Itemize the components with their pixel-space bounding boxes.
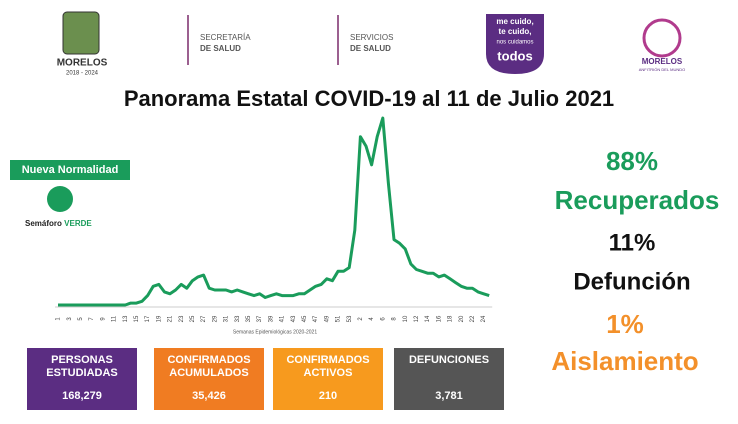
x-tick-label: 53 <box>347 315 353 322</box>
x-tick-label: 5 <box>78 317 84 321</box>
stat-percent: 1% <box>606 309 644 339</box>
summary-box-value: 168,279 <box>62 390 102 402</box>
campaign-text: nos cuidamos <box>496 40 533 46</box>
summary-box-title: DEFUNCIONES <box>409 354 489 366</box>
secretaria: SECRETARÍA <box>200 33 251 42</box>
summary-box <box>273 348 383 410</box>
state-name: MORELOS <box>57 58 108 69</box>
summary-boxes: PERSONASESTUDIADAS168,279CONFIRMADOSACUM… <box>27 348 504 410</box>
x-tick-label: 3 <box>67 317 73 321</box>
campaign-text: todos <box>497 48 532 63</box>
summary-box <box>154 348 264 410</box>
anfitrion-name: MORELOS <box>642 57 683 66</box>
x-tick-label: 11 <box>112 315 118 322</box>
x-tick-label: 41 <box>280 315 286 322</box>
summary-box <box>27 348 137 410</box>
x-tick-label: 4 <box>369 317 375 321</box>
x-tick-label: 14 <box>425 315 431 322</box>
x-tick-label: 51 <box>336 315 342 322</box>
stat-percent: 11% <box>609 229 656 256</box>
x-tick-label: 7 <box>89 317 95 321</box>
chart-title: Panorama Estatal COVID-19 al 11 de Julio… <box>124 86 614 111</box>
anfitrion-logo <box>642 18 682 58</box>
summary-box-title: ACTIVOS <box>304 367 353 379</box>
stat-percent: 88% <box>606 146 658 176</box>
semaforo-label: Semáforo <box>25 219 62 228</box>
x-tick-label: 16 <box>436 315 442 322</box>
x-tick-label: 1 <box>56 317 62 321</box>
summary-box-title: PERSONAS <box>51 354 113 366</box>
x-tick-label: 35 <box>246 315 252 322</box>
state-seal <box>62 11 100 55</box>
anfitrion-tagline: ANFITRIÓN DEL MUNDO <box>639 67 686 72</box>
campaign-text: te cuido, <box>499 27 532 36</box>
x-tick-label: 49 <box>324 315 330 322</box>
status-badge-text: Nueva Normalidad <box>22 164 119 176</box>
x-tick-label: 2 <box>358 317 364 321</box>
x-tick-label: 18 <box>448 315 454 322</box>
secretaria: DE SALUD <box>200 44 241 53</box>
servicios: DE SALUD <box>350 44 391 53</box>
x-tick-label: 31 <box>224 315 230 322</box>
summary-box-title: CONFIRMADOS <box>286 354 369 366</box>
stat-label: Aislamiento <box>551 346 698 376</box>
semaforo-light <box>47 186 73 212</box>
x-tick-label: 45 <box>302 315 308 322</box>
x-tick-label: 6 <box>380 317 386 321</box>
x-tick-label: 47 <box>313 315 319 322</box>
x-tick-label: 17 <box>145 315 151 322</box>
summary-box-title: ESTUDIADAS <box>46 367 118 379</box>
x-tick-label: 39 <box>268 315 274 322</box>
x-tick-label: 19 <box>156 315 162 322</box>
x-tick-label: 12 <box>414 315 420 322</box>
x-tick-label: 24 <box>481 315 487 322</box>
x-tick-label: 10 <box>403 315 409 322</box>
x-tick-label: 23 <box>179 315 185 322</box>
summary-box-title: ACUMULADOS <box>169 367 248 379</box>
line <box>58 116 490 307</box>
x-tick-label: 25 <box>190 315 196 322</box>
summary-box-value: 210 <box>319 390 337 402</box>
status-badge <box>10 160 130 180</box>
x-tick-label: 15 <box>134 315 140 322</box>
summary-box-title: CONFIRMADOS <box>167 354 250 366</box>
summary-box-value: 3,781 <box>435 390 463 402</box>
x-tick-label: 21 <box>168 315 174 322</box>
campaign-text: me cuido, <box>496 17 533 26</box>
x-tick-label: 8 <box>392 317 398 321</box>
campaign-logo <box>486 14 544 74</box>
state-years: 2018 - 2024 <box>66 71 99 77</box>
x-tick-label: 22 <box>470 315 476 322</box>
summary-box-value: 35,426 <box>192 390 226 402</box>
x-tick-label: 20 <box>459 315 465 322</box>
x-tick-label: 29 <box>212 315 218 322</box>
x-tick-label: 33 <box>235 315 241 322</box>
x-tick-label: 43 <box>291 315 297 322</box>
x-tick-label: 13 <box>123 315 129 322</box>
stat-label: Defunción <box>573 268 690 295</box>
x-tick-label: 27 <box>201 315 207 322</box>
x-tick-label: 37 <box>257 315 263 322</box>
servicios: SERVICIOS <box>350 33 393 42</box>
x-tick-label: 9 <box>100 317 106 321</box>
summary-box <box>394 348 504 410</box>
x-axis-label: Semanas Epidemiológicas 2020-2021 <box>233 329 317 335</box>
stat-label: Recuperados <box>555 185 720 215</box>
semaforo: Semáforo VERDE <box>25 219 92 228</box>
semaforo-color: VERDE <box>64 219 92 228</box>
